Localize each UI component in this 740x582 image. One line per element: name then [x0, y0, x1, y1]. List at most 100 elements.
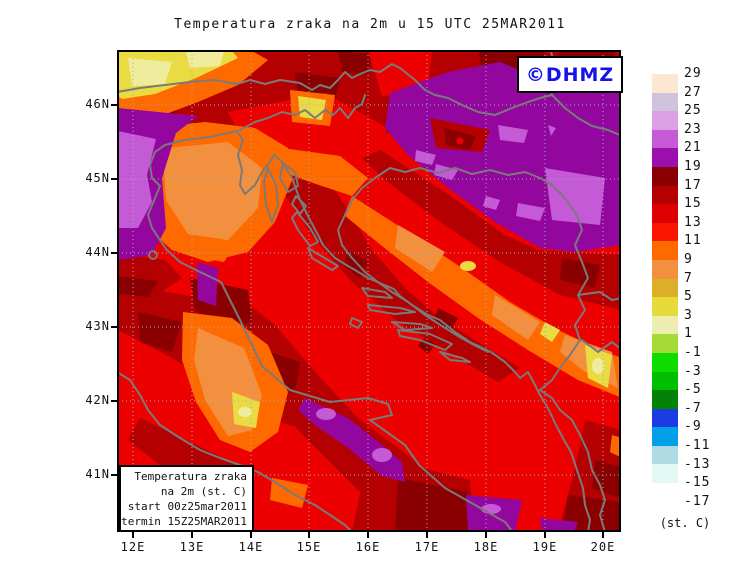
border-alps	[118, 63, 436, 96]
colorbar-tick-label: 15	[684, 196, 702, 212]
colorbar-box	[652, 334, 678, 353]
colorbar-tick-label: 3	[684, 307, 693, 323]
legend-line-4: termin 15Z25MAR2011	[121, 515, 247, 528]
lat-tick-label: 45N	[85, 171, 110, 185]
temperature-map	[111, 50, 621, 538]
orchid-regions	[118, 125, 605, 514]
temperature-fill-layer	[118, 51, 620, 531]
legend-line-3: start 00z25mar2011	[127, 500, 247, 513]
colorbar-tick-label: -7	[684, 400, 702, 416]
lat-tick-label: 41N	[85, 467, 110, 481]
legend-line-1: Temperatura zraka	[134, 470, 247, 483]
border-montenegro-albania	[539, 389, 606, 531]
colorbar-tick-label: -3	[684, 363, 702, 379]
colorbar-box	[652, 278, 678, 298]
colorbar-tick-label: -9	[684, 419, 702, 435]
colorbar-box	[652, 445, 678, 465]
colorbar-box	[652, 408, 678, 428]
colorbar-tick-label: 7	[684, 270, 693, 286]
colorbar-tick-label: 17	[684, 177, 702, 193]
colorbar-box	[652, 464, 678, 484]
colorbar-box	[652, 185, 678, 205]
colorbar-tick-label: 1	[684, 326, 693, 342]
colorbar-box	[652, 427, 678, 446]
island-dugi-otok	[307, 247, 339, 271]
page-title: Temperatura zraka na 2m u 15 UTC 25MAR20…	[174, 17, 566, 32]
island-korcula	[391, 321, 433, 331]
lon-tick-label: 12E	[120, 540, 146, 554]
colorbar-box	[652, 390, 678, 409]
border-hungary	[434, 94, 620, 137]
colorbar-tick-label: 19	[684, 159, 702, 174]
colorbar-box	[652, 315, 678, 335]
lat-tick-label: 42N	[85, 393, 110, 407]
lon-tick-label: 19E	[532, 540, 558, 554]
colorbar-unit-label: (st. C)	[659, 516, 711, 530]
colorbar-box	[652, 371, 678, 391]
island-cres	[263, 167, 279, 223]
colorbar-tick-label: -13	[684, 456, 711, 472]
colorbar-box	[652, 297, 678, 316]
colorbar-tick-label: 13	[684, 214, 702, 230]
italy-adriatic-coast	[147, 130, 514, 531]
colorbar	[652, 74, 678, 502]
lon-tick-label: 13E	[179, 540, 205, 554]
dhmz-watermark-box: ©DHMZ	[517, 56, 623, 93]
colorbar-tick-label: 23	[684, 121, 702, 137]
border-sava-drina	[389, 167, 589, 391]
colorbar-tick-label: 9	[684, 252, 693, 267]
lat-tick-label: 43N	[85, 319, 110, 333]
colorbar-box	[652, 166, 678, 186]
colorbar-tick-label: -17	[684, 493, 711, 509]
lat-tick-label: 46N	[85, 97, 110, 111]
lon-tick-label: 16E	[355, 540, 381, 554]
colorbar-box	[652, 111, 678, 130]
colorbar-tick-label: 29	[684, 66, 702, 81]
colorbar-box	[652, 129, 678, 149]
lagoon	[148, 250, 158, 260]
island-krk	[279, 162, 299, 193]
colorbar-box	[652, 259, 678, 279]
axis-ticks	[111, 104, 604, 538]
purple-pocket	[430, 118, 490, 152]
island-vis	[349, 317, 363, 329]
colorbar-tick-label: -5	[684, 382, 702, 398]
colorbar-tick-label: 5	[684, 289, 693, 305]
border-serbia-east	[577, 291, 620, 353]
italy-tyrrhenian-coast	[118, 371, 353, 531]
island-hvar	[367, 304, 416, 315]
gridlines	[118, 51, 620, 531]
legend-line-2: na 2m (st. C)	[160, 485, 247, 498]
map-frame	[117, 50, 621, 532]
island-pag	[291, 211, 319, 247]
island-brac	[361, 287, 393, 299]
lon-tick-label: 20E	[590, 540, 616, 554]
lon-tick-label: 17E	[414, 540, 440, 554]
colorbar-tick-label: 11	[684, 233, 702, 249]
colorbar-box	[652, 148, 678, 167]
border-bosnia-west	[337, 167, 489, 353]
map-legend-box: Temperatura zraka na 2m (st. C) start 00…	[119, 465, 254, 532]
colorbar-tick-label: -11	[684, 438, 711, 453]
croatia-coast	[236, 130, 591, 531]
colorbar-tick-label: 25	[684, 103, 702, 119]
lat-tick-label: 44N	[85, 245, 110, 259]
paleyellow-regions	[128, 51, 604, 417]
colorbar-box	[652, 241, 678, 260]
colorbar-box	[652, 352, 678, 372]
island-rab	[291, 195, 307, 215]
colorbar-tick-label: 21	[684, 140, 702, 156]
colorbar-tick-label: 27	[684, 84, 702, 100]
colorbar-tick-label: -1	[684, 345, 702, 360]
colorbar-box	[652, 92, 678, 112]
island-mljet	[439, 351, 471, 363]
lon-tick-label: 15E	[296, 540, 322, 554]
colorbar-box	[652, 483, 678, 502]
peljesac	[397, 329, 453, 351]
colorbar-tick-label: -15	[684, 475, 711, 491]
colorbar-box	[652, 74, 678, 93]
colorbar-box	[652, 222, 678, 242]
dhmz-watermark-text: ©DHMZ	[525, 63, 615, 86]
lon-tick-label: 14E	[238, 540, 264, 554]
